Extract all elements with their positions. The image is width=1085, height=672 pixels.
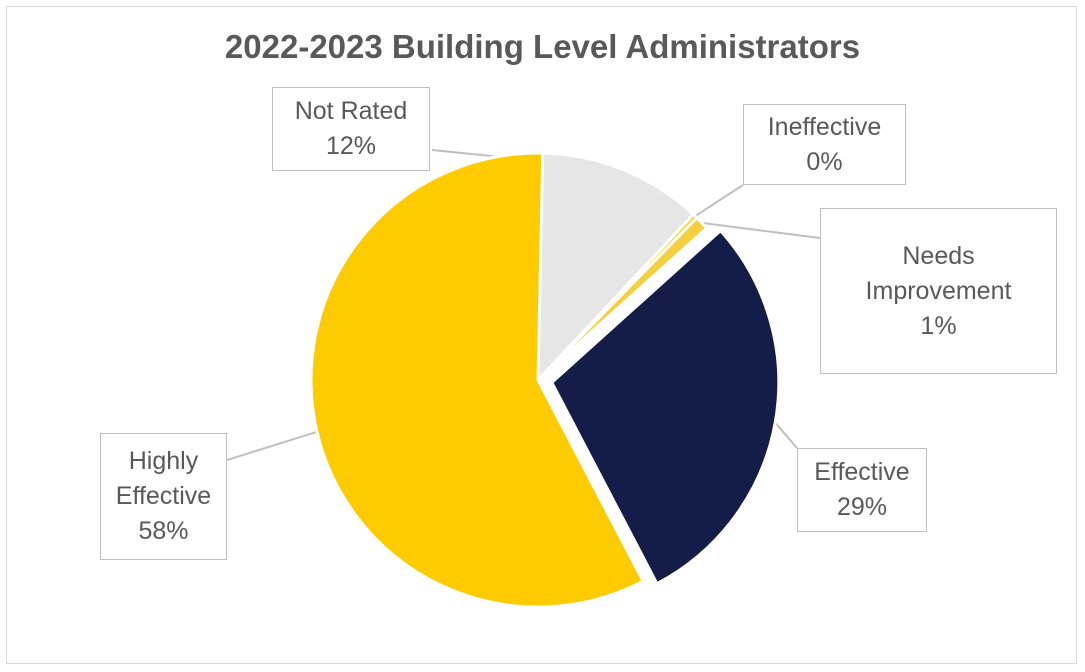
label-effective: Effective 29% — [797, 448, 927, 532]
label-line: Needs — [902, 241, 975, 270]
label-value: 29% — [836, 493, 888, 521]
leader-line — [774, 422, 798, 449]
label-value: 1% — [920, 311, 957, 340]
slice-needs-improvement — [536, 215, 709, 382]
slice-highly-effective — [309, 151, 646, 609]
label-line: Ineffective — [767, 112, 882, 141]
label-value: 58% — [138, 517, 189, 545]
label-line: Highly — [128, 447, 199, 475]
label-not-rated: Not Rated 12% — [272, 87, 430, 171]
leader-line — [226, 430, 318, 461]
label-line: Not Rated — [294, 97, 408, 125]
label-line: Effective — [115, 482, 212, 510]
label-highly-effective: Highly Effective 58% — [100, 433, 227, 560]
slice-not-rated — [536, 151, 696, 384]
label-line: Improvement — [865, 276, 1012, 305]
leader-line — [694, 184, 744, 217]
label-ineffective: Ineffective 0% — [743, 104, 906, 185]
chart-title: 2022-2023 Building Level Administrators — [224, 28, 861, 65]
slice-effective — [549, 228, 781, 586]
label-needs-improvement: Needs Improvement 1% — [820, 208, 1057, 374]
label-line: Effective — [814, 458, 910, 486]
leader-line — [701, 221, 821, 239]
label-value: 12% — [325, 132, 377, 160]
label-value: 0% — [806, 147, 843, 176]
